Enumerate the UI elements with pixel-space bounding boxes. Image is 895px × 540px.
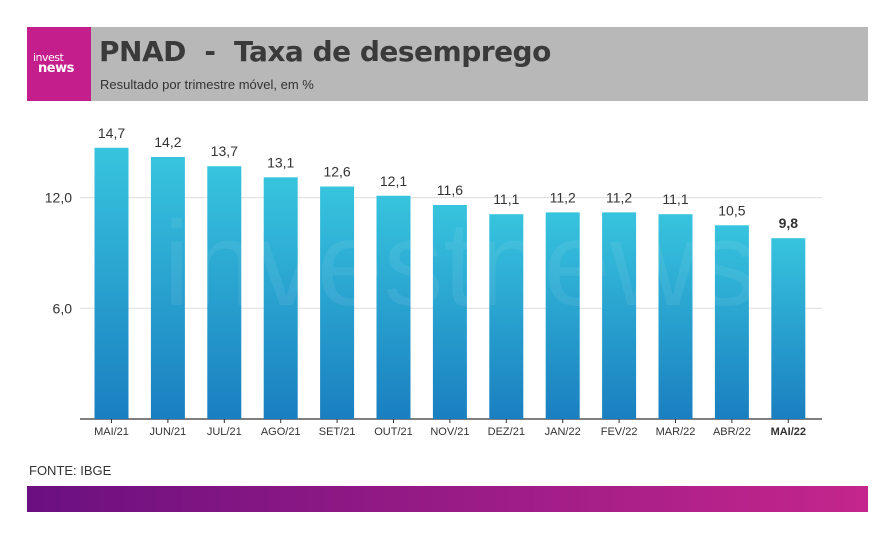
chart-title: PNAD - Taxa de desemprego: [99, 35, 551, 68]
bar-mai-22: [771, 238, 806, 419]
source-note: FONTE: IBGE: [29, 463, 112, 478]
logo-text-invest: invest: [33, 51, 64, 64]
data-label: 14,7: [98, 125, 125, 141]
bar-out-21: [376, 195, 411, 419]
header-banner: invest news PNAD - Taxa de desemprego Re…: [27, 27, 868, 101]
data-label: 11,6: [437, 182, 463, 198]
x-tick-label: JUN/21: [150, 426, 187, 438]
x-tick-label: FEV/22: [601, 426, 638, 438]
x-tick-label: DEZ/21: [488, 426, 525, 438]
watermark: investnews: [163, 197, 757, 331]
x-tick-label: MAR/22: [656, 426, 696, 438]
data-label: 13,7: [211, 143, 238, 159]
x-tick-label: SET/21: [319, 426, 356, 438]
investnews-logo: invest news: [27, 27, 91, 101]
y-tick-label: 6,0: [53, 300, 73, 316]
bar-mai-21: [94, 147, 129, 419]
bar-jun-21: [150, 157, 185, 419]
bar-dez-21: [489, 214, 524, 419]
data-label: 12,1: [380, 173, 407, 189]
bar-abr-22: [714, 225, 749, 419]
x-tick-label: NOV/21: [430, 426, 469, 438]
x-tick-label: JUL/21: [207, 426, 242, 438]
chart-subtitle: Resultado por trimestre móvel, em %: [100, 77, 314, 92]
bar-mar-22: [658, 214, 693, 419]
bar-nov-21: [432, 204, 467, 419]
data-label: 11,1: [493, 191, 519, 207]
data-label: 11,2: [606, 189, 632, 205]
bar-jan-22: [545, 212, 580, 419]
x-tick-label: MAI/22: [771, 426, 806, 438]
data-label: 11,1: [662, 191, 688, 207]
bar-fev-22: [602, 212, 637, 419]
x-tick-label: ABR/22: [713, 426, 751, 438]
bar-set-21: [320, 186, 355, 419]
data-label: 14,2: [154, 134, 181, 150]
x-tick-label: OUT/21: [374, 426, 413, 438]
data-label: 10,5: [718, 202, 745, 218]
x-tick-label: AGO/21: [261, 426, 301, 438]
data-label: 11,2: [550, 189, 576, 205]
bar-jul-21: [207, 166, 242, 419]
data-label: 12,6: [323, 164, 350, 180]
x-tick-label: MAI/21: [94, 426, 129, 438]
y-tick-label: 12,0: [45, 190, 72, 206]
bar-ago-21: [263, 177, 298, 419]
data-label: 9,8: [779, 215, 799, 231]
logo-text-news: news: [38, 61, 74, 76]
x-tick-label: JAN/22: [545, 426, 581, 438]
footer-gradient-bar: [27, 486, 868, 512]
data-label: 13,1: [267, 154, 294, 170]
